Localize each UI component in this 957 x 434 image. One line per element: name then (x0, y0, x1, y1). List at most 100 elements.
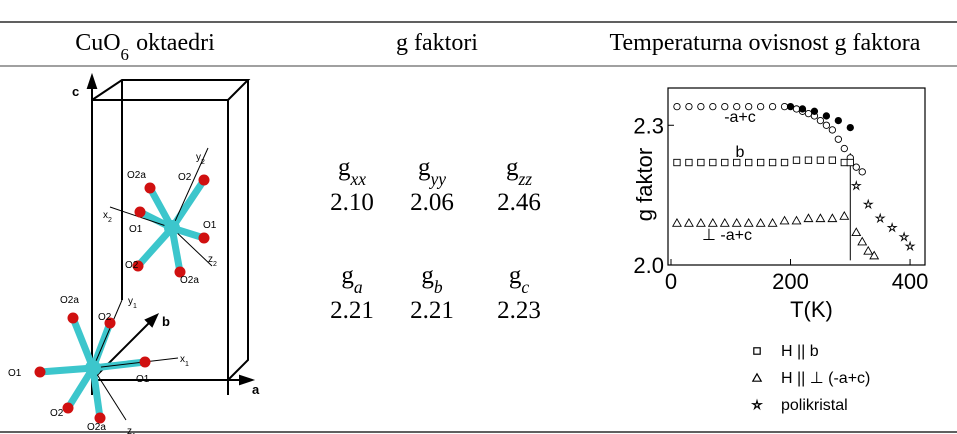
point (753, 347, 761, 355)
atom-label-base: O1 (203, 220, 217, 231)
bond (134, 224, 176, 270)
g-symbol: gzz (506, 154, 532, 189)
point (768, 102, 777, 111)
oxygen-atom (67, 312, 79, 324)
point (846, 123, 854, 132)
copper-atom (164, 220, 180, 236)
point (863, 245, 874, 255)
point (721, 102, 729, 111)
local-axis (171, 227, 213, 267)
point (779, 215, 790, 225)
atom-label-base: O2a (180, 275, 199, 286)
point (697, 102, 705, 111)
atom-label-base: y (196, 152, 201, 163)
local-axis (92, 357, 179, 369)
axis-label: b (162, 314, 170, 329)
atom-label: O1 (8, 368, 22, 379)
g-symbol-base: g (506, 154, 519, 181)
atom-label-base: O1 (8, 368, 22, 379)
atom-label: O2a (60, 295, 79, 306)
y-axis-label: g faktor (632, 148, 657, 221)
point (827, 213, 838, 223)
point (786, 102, 795, 111)
local-axis (92, 367, 127, 421)
point (898, 231, 910, 242)
point (756, 158, 765, 167)
oxygen-atom (139, 356, 151, 368)
header: Temperaturna ovisnost g faktora (610, 30, 921, 56)
point (719, 217, 730, 227)
bond (36, 364, 97, 376)
point (834, 116, 842, 125)
y-tick-label: 2.0 (633, 253, 664, 278)
atom-label: O2a (127, 170, 146, 181)
local-axis (109, 206, 173, 229)
x-tick-label: 0 (665, 269, 677, 294)
g-value: 2.10 (330, 189, 374, 216)
atom-label-base: O2a (60, 295, 79, 306)
g-symbol-sub: b (434, 277, 443, 297)
g-value: 2.06 (410, 189, 454, 216)
point (792, 105, 801, 113)
point (709, 102, 717, 111)
point (721, 158, 729, 167)
point (751, 372, 763, 382)
atom-label-base: O2a (87, 422, 106, 433)
atom-label: x2 (103, 210, 112, 224)
point (840, 144, 848, 153)
point (697, 158, 705, 167)
local-axis (92, 299, 123, 369)
oxygen-atom (94, 412, 106, 424)
atom-label-base: O1 (129, 224, 143, 235)
arrow-b (144, 312, 160, 328)
g-value: 2.21 (330, 297, 374, 324)
atom-label-base: O1 (136, 374, 150, 385)
point (685, 102, 693, 111)
atom-label-base: z (127, 426, 132, 434)
point (780, 102, 789, 111)
point (816, 116, 825, 125)
oxygen-atom (132, 260, 144, 272)
point (850, 180, 862, 191)
cell-right (227, 80, 249, 381)
g-value: 2.21 (410, 297, 454, 324)
point (673, 102, 681, 111)
point (733, 158, 741, 167)
point (858, 168, 866, 176)
point (671, 217, 682, 227)
point (804, 156, 813, 164)
oxygen-atom (198, 232, 210, 244)
axis-label: a (252, 382, 260, 397)
oxygen-atom (34, 366, 46, 378)
atom-label-base: x (103, 210, 108, 221)
atom-label-base: O2a (127, 170, 146, 181)
g-symbol-sub: c (521, 277, 529, 297)
point (798, 105, 807, 113)
point (840, 158, 848, 167)
curve-annotation: -a+c (724, 109, 756, 126)
g-symbol-base: g (421, 262, 434, 289)
g-symbol-sub: xx (349, 169, 366, 189)
point (683, 217, 694, 227)
arrow-c (86, 72, 98, 89)
g-symbol-base: g (418, 154, 431, 181)
atom-label: O1 (136, 374, 150, 385)
oxygen-atom (174, 266, 186, 278)
atom-label: O2 (178, 172, 192, 183)
point (846, 158, 854, 167)
atom-label: O2a (87, 422, 106, 433)
point (828, 126, 837, 134)
atom-label: y1 (128, 296, 137, 310)
arrow-a (239, 374, 256, 386)
x-tick-label: 200 (772, 269, 809, 294)
oxygen-atom (134, 206, 146, 218)
oxygen-atom (104, 317, 116, 329)
point (695, 217, 706, 227)
cell-top (91, 79, 251, 101)
g-symbol-base: g (509, 262, 522, 289)
point (874, 212, 886, 224)
g-symbol-sub: a (354, 277, 363, 297)
atom-label: O1 (203, 220, 217, 231)
bond (69, 314, 97, 372)
